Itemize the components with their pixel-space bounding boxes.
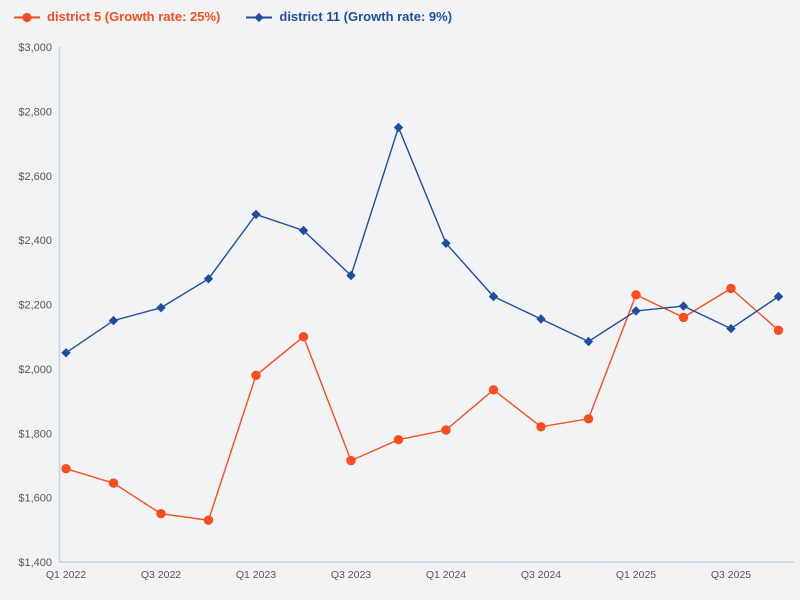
data-point-marker [583,336,594,347]
data-point-marker [631,290,641,300]
data-point-marker [393,435,404,445]
data-point-marker [251,370,261,380]
data-point-marker [61,348,71,358]
y-tick-label: $2,400 [18,235,52,247]
legend-diamond-marker-icon [246,11,273,24]
data-point-marker [393,122,404,133]
y-tick-label: $2,000 [18,364,52,376]
series-line-0 [65,287,779,521]
data-point-marker [631,306,641,316]
y-tick-label: $3,000 [18,42,52,54]
y-tick-label: $1,800 [18,428,52,440]
y-tick-label: $1,400 [18,557,52,569]
y-tick-label: $2,600 [18,171,52,183]
x-tick-label: Q1 2024 [426,569,466,581]
y-tick-label: $2,800 [18,106,52,118]
x-tick-label: Q3 2022 [141,569,181,581]
data-point-marker [346,455,356,466]
data-point-marker [536,314,546,324]
data-point-marker [108,315,119,326]
y-tick-label: $2,200 [18,300,52,312]
data-point-marker [61,464,71,474]
series-line-1 [65,125,779,354]
legend-item-district-11[interactable]: district 11 (Growth rate: 9%) [246,9,452,25]
data-point-marker [298,225,309,236]
legend-label-district-5: district 5 (Growth rate: 25%) [47,9,221,24]
x-tick-label: Q3 2023 [331,569,371,581]
diamond-marker-icon [246,12,273,22]
x-tick-label: Q1 2022 [46,569,86,581]
circle-marker-icon [14,12,40,22]
data-point-marker [108,478,119,488]
data-point-marker [441,238,451,248]
x-tick-label: Q3 2024 [521,569,561,581]
data-point-marker [156,509,166,519]
data-point-marker [773,325,784,335]
chart-legend: district 5 (Growth rate: 25%) district 1… [14,9,452,25]
x-tick-label: Q1 2025 [616,569,656,581]
x-tick-label: Q3 2025 [711,569,751,581]
data-point-marker [488,385,499,395]
data-point-marker [203,274,214,284]
x-tick-label: Q1 2023 [236,569,276,581]
data-point-marker [251,209,261,220]
data-point-marker [488,291,499,302]
y-tick-label: $1,600 [18,493,52,505]
data-point-marker [583,414,594,424]
data-point-marker [156,303,166,313]
data-point-marker [773,291,784,302]
data-point-marker [346,270,356,281]
data-point-marker [298,332,309,342]
data-point-marker [678,301,689,311]
data-point-marker [726,323,736,334]
legend-item-district-5[interactable]: district 5 (Growth rate: 25%) [14,9,220,25]
legend-circle-marker-icon [14,11,40,24]
legend-label-district-11: district 11 (Growth rate: 9%) [279,9,453,24]
data-point-marker [678,312,689,323]
data-point-marker [441,425,451,435]
data-point-marker [203,515,214,525]
data-point-marker [536,422,546,432]
data-point-marker [726,283,736,294]
